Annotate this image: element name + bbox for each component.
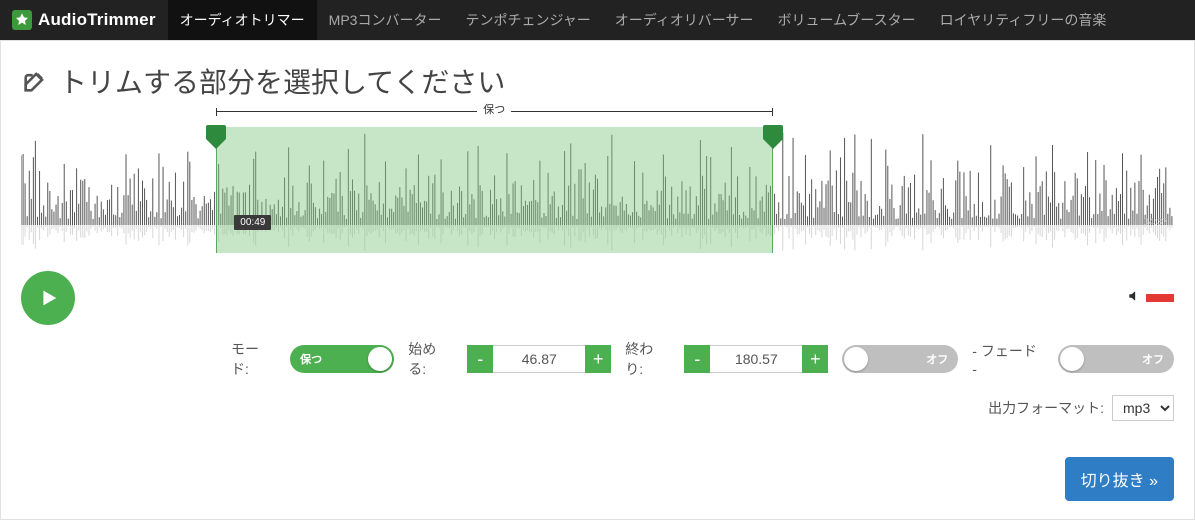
output-format-label: 出力フォーマット: [988, 398, 1104, 418]
brand-logo[interactable]: AudioTrimmer [0, 0, 168, 40]
end-time-group: - + [684, 345, 828, 373]
mode-label: モード: [231, 339, 276, 379]
end-decrement-button[interactable]: - [684, 345, 710, 373]
top-navbar: AudioTrimmer オーディオトリマー MP3コンバーター テンポチェンジ… [0, 0, 1195, 40]
brand-text: AudioTrimmer [38, 10, 156, 30]
playback-row [21, 271, 1174, 325]
selection-bracket-row: 保つ [21, 103, 1174, 121]
start-label: 始める: [408, 339, 453, 379]
output-format-select[interactable]: mp3 [1112, 395, 1174, 421]
fade-out-toggle-label: オフ [1142, 351, 1164, 367]
toggle-knob [1060, 347, 1084, 371]
toggle-knob [368, 347, 392, 371]
play-icon [37, 287, 59, 309]
crop-button-label: 切り抜き » [1081, 467, 1158, 491]
start-time-group: - + [467, 345, 611, 373]
crop-row: 切り抜き » [21, 457, 1174, 501]
nav-item-mp3-converter[interactable]: MP3コンバーター [317, 0, 454, 40]
edit-icon [21, 67, 49, 95]
output-format-row: 出力フォーマット: mp3 [21, 395, 1174, 421]
controls-row: モード: 保つ 始める: - + 終わり: - + オフ - フェード - オフ [231, 339, 1174, 379]
start-time-input[interactable] [493, 345, 585, 373]
selection-region[interactable] [216, 127, 773, 253]
end-label: 終わり: [625, 339, 670, 379]
end-time-input[interactable] [710, 345, 802, 373]
nav-items: オーディオトリマー MP3コンバーター テンポチェンジャー オーディオリバーサー… [168, 0, 1119, 40]
fade-in-toggle-label: オフ [926, 351, 948, 367]
fade-out-toggle[interactable]: オフ [1058, 345, 1174, 373]
editor-panel: トリムする部分を選択してください 保つ 00:49 04:37 モード [0, 40, 1195, 520]
nav-item-reverser[interactable]: オーディオリバーサー [603, 0, 766, 40]
selection-bracket-label: 保つ [477, 101, 511, 117]
end-increment-button[interactable]: + [802, 345, 828, 373]
volume-control[interactable] [1126, 289, 1174, 308]
toggle-knob [844, 347, 868, 371]
nav-item-tempo-changer[interactable]: テンポチェンジャー [453, 0, 602, 40]
crop-button[interactable]: 切り抜き » [1065, 457, 1174, 501]
waveform-area[interactable]: 00:49 04:37 [21, 127, 1174, 253]
playhead-timestamp: 00:49 [234, 215, 271, 230]
play-button[interactable] [21, 271, 75, 325]
selection-handle-end[interactable] [763, 125, 783, 149]
volume-icon [1126, 289, 1142, 308]
volume-bar[interactable] [1146, 294, 1174, 302]
fade-label: - フェード - [972, 341, 1044, 377]
nav-item-royalty-free[interactable]: ロイヤリティフリーの音楽 [928, 0, 1119, 40]
mode-toggle-label: 保つ [300, 351, 322, 367]
start-increment-button[interactable]: + [585, 345, 611, 373]
logo-icon [12, 10, 32, 30]
total-duration: 04:37 [1143, 217, 1168, 228]
panel-heading: トリムする部分を選択してください [21, 61, 1174, 101]
mode-toggle[interactable]: 保つ [290, 345, 394, 373]
start-decrement-button[interactable]: - [467, 345, 493, 373]
fade-in-toggle[interactable]: オフ [842, 345, 958, 373]
nav-item-volume-booster[interactable]: ボリュームブースター [766, 0, 928, 40]
selection-handle-start[interactable] [206, 125, 226, 149]
heading-text: トリムする部分を選択してください [59, 61, 505, 101]
nav-item-trimmer[interactable]: オーディオトリマー [168, 0, 317, 40]
